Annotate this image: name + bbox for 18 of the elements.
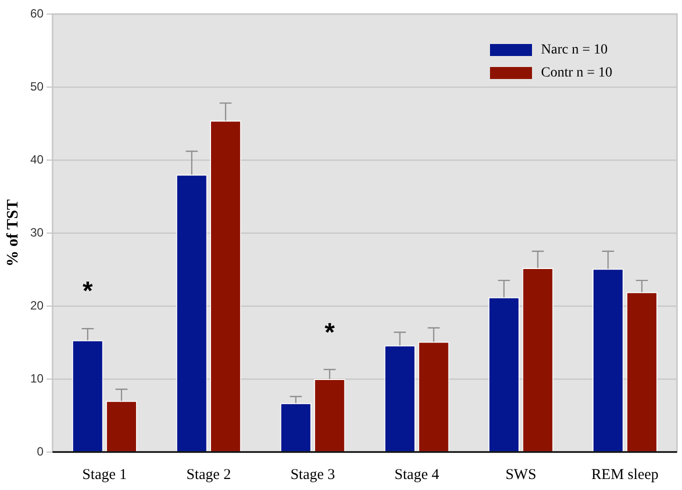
- x-tick-label: Stage 3: [290, 466, 336, 483]
- x-tick-label: SWS: [505, 466, 536, 483]
- y-tick-label: 20: [30, 298, 44, 312]
- x-tick-label: Stage 4: [394, 466, 440, 483]
- y-tick-label: 50: [30, 79, 44, 94]
- x-tick-label: Stage 2: [186, 466, 231, 483]
- x-tick-label: Stage 1: [82, 466, 127, 483]
- x-tick-label: REM sleep: [591, 466, 658, 483]
- y-axis-title: % of TST: [4, 199, 22, 267]
- annotation: *: [82, 275, 94, 306]
- y-tick-label: 10: [30, 371, 44, 386]
- y-tick-label: 60: [30, 6, 44, 20]
- y-tick-label: 30: [30, 225, 44, 240]
- y-tick-label: 0: [36, 444, 44, 458]
- legend-label: Narc n = 10: [541, 42, 608, 58]
- annotation: *: [324, 317, 336, 348]
- y-tick-label: 40: [30, 152, 44, 166]
- legend-label: Contr n = 10: [541, 66, 612, 81]
